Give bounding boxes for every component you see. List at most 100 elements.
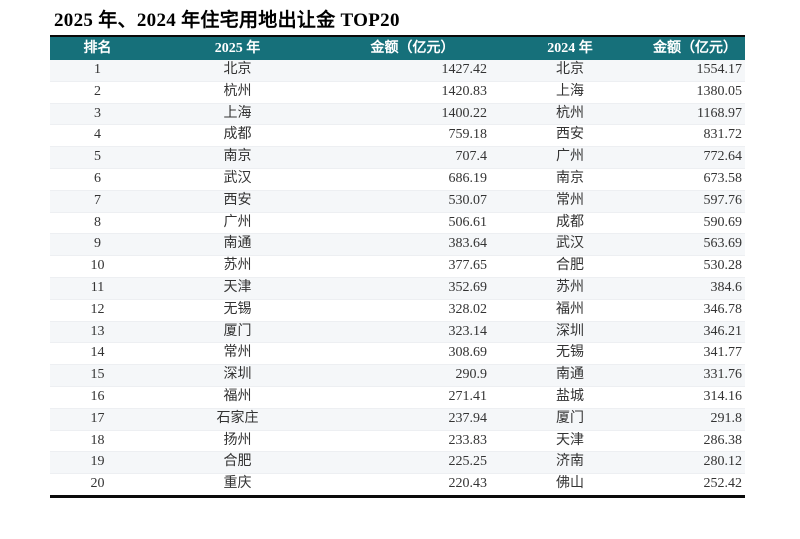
table-row: 13 厦门 323.14 深圳 346.21	[50, 321, 745, 344]
rank-cell: 18	[50, 430, 145, 453]
city-2024-cell: 苏州	[495, 277, 645, 300]
city-2025-cell: 广州	[145, 212, 330, 235]
amount-2025-cell: 328.02	[330, 299, 495, 322]
city-2024-cell: 上海	[495, 81, 645, 104]
amount-2025-cell: 323.14	[330, 321, 495, 344]
table-row: 9 南通 383.64 武汉 563.69	[50, 233, 745, 257]
city-2025-cell: 福州	[145, 386, 330, 409]
amount-2025-cell: 1400.22	[330, 103, 495, 126]
rank-cell: 7	[50, 190, 145, 213]
city-2024-cell: 北京	[495, 60, 645, 82]
rank-cell: 4	[50, 124, 145, 148]
amount-2024-cell: 280.12	[645, 451, 745, 475]
table-row: 16 福州 271.41 盐城 314.16	[50, 386, 745, 409]
amount-2024-cell: 384.6	[645, 277, 745, 300]
table-row: 6 武汉 686.19 南京 673.58	[50, 168, 745, 191]
land-transfer-table: 排名 2025 年 金额（亿元） 2024 年 金额（亿元） 1 北京 1427.4…	[50, 35, 745, 498]
city-2025-cell: 天津	[145, 277, 330, 300]
table-row: 4 成都 759.18 西安 831.72	[50, 124, 745, 148]
city-2024-cell: 无锡	[495, 342, 645, 366]
city-2024-cell: 合肥	[495, 255, 645, 278]
amount-2025-cell: 290.9	[330, 364, 495, 387]
city-2025-cell: 重庆	[145, 473, 330, 497]
rank-cell: 14	[50, 342, 145, 366]
rank-cell: 8	[50, 212, 145, 235]
rank-cell: 13	[50, 321, 145, 344]
header-amount-2025: 金额（亿元）	[330, 36, 495, 60]
city-2025-cell: 扬州	[145, 430, 330, 453]
rank-cell: 2	[50, 81, 145, 104]
amount-2025-cell: 506.61	[330, 212, 495, 235]
amount-2024-cell: 590.69	[645, 212, 745, 235]
amount-2025-cell: 233.83	[330, 430, 495, 453]
amount-2025-cell: 686.19	[330, 168, 495, 191]
amount-2025-cell: 225.25	[330, 451, 495, 475]
amount-2024-cell: 831.72	[645, 124, 745, 148]
rank-cell: 16	[50, 386, 145, 409]
city-2024-cell: 武汉	[495, 233, 645, 257]
city-2024-cell: 常州	[495, 190, 645, 213]
amount-2025-cell: 1420.83	[330, 81, 495, 104]
rank-cell: 15	[50, 364, 145, 387]
table-row: 11 天津 352.69 苏州 384.6	[50, 277, 745, 300]
city-2025-cell: 无锡	[145, 299, 330, 322]
amount-2024-cell: 1554.17	[645, 60, 745, 82]
amount-2024-cell: 1380.05	[645, 81, 745, 104]
table-body: 1 北京 1427.42 北京 1554.17 2 杭州 1420.83 上海 1380.05 3 上…	[50, 60, 745, 497]
amount-2024-cell: 341.77	[645, 342, 745, 366]
table-header: 排名 2025 年 金额（亿元） 2024 年 金额（亿元）	[50, 36, 745, 60]
city-2024-cell: 深圳	[495, 321, 645, 344]
city-2024-cell: 济南	[495, 451, 645, 475]
amount-2025-cell: 759.18	[330, 124, 495, 148]
city-2025-cell: 合肥	[145, 451, 330, 475]
city-2024-cell: 成都	[495, 212, 645, 235]
city-2025-cell: 深圳	[145, 364, 330, 387]
amount-2025-cell: 707.4	[330, 146, 495, 169]
amount-2024-cell: 252.42	[645, 473, 745, 497]
page-title: 2025 年、2024 年住宅用地出让金 TOP20	[54, 10, 400, 31]
table-row: 2 杭州 1420.83 上海 1380.05	[50, 81, 745, 104]
city-2025-cell: 南京	[145, 146, 330, 169]
header-amount-2024: 金额（亿元）	[645, 36, 745, 60]
city-2025-cell: 北京	[145, 60, 330, 82]
rank-cell: 9	[50, 233, 145, 257]
header-row: 排名 2025 年 金额（亿元） 2024 年 金额（亿元）	[50, 36, 745, 60]
rank-cell: 1	[50, 60, 145, 82]
city-2024-cell: 杭州	[495, 103, 645, 126]
rank-cell: 5	[50, 146, 145, 169]
rank-cell: 19	[50, 451, 145, 475]
amount-2024-cell: 597.76	[645, 190, 745, 213]
city-2025-cell: 苏州	[145, 255, 330, 278]
city-2024-cell: 厦门	[495, 408, 645, 431]
amount-2024-cell: 530.28	[645, 255, 745, 278]
city-2024-cell: 天津	[495, 430, 645, 453]
amount-2024-cell: 772.64	[645, 146, 745, 169]
amount-2025-cell: 308.69	[330, 342, 495, 366]
header-year-2025: 2025 年	[145, 36, 330, 60]
city-2024-cell: 佛山	[495, 473, 645, 497]
amount-2024-cell: 286.38	[645, 430, 745, 453]
amount-2024-cell: 346.21	[645, 321, 745, 344]
table-row: 19 合肥 225.25 济南 280.12	[50, 451, 745, 475]
amount-2024-cell: 673.58	[645, 168, 745, 191]
city-2024-cell: 盐城	[495, 386, 645, 409]
amount-2024-cell: 346.78	[645, 299, 745, 322]
city-2024-cell: 南通	[495, 364, 645, 387]
amount-2025-cell: 237.94	[330, 408, 495, 431]
amount-2024-cell: 314.16	[645, 386, 745, 409]
table-row: 5 南京 707.4 广州 772.64	[50, 146, 745, 169]
amount-2024-cell: 331.76	[645, 364, 745, 387]
amount-2025-cell: 352.69	[330, 277, 495, 300]
city-2025-cell: 上海	[145, 103, 330, 126]
amount-2025-cell: 383.64	[330, 233, 495, 257]
rank-cell: 12	[50, 299, 145, 322]
table-row: 15 深圳 290.9 南通 331.76	[50, 364, 745, 387]
amount-2025-cell: 530.07	[330, 190, 495, 213]
city-2024-cell: 西安	[495, 124, 645, 148]
table-row: 20 重庆 220.43 佛山 252.42	[50, 473, 745, 497]
amount-2025-cell: 220.43	[330, 473, 495, 497]
rank-cell: 10	[50, 255, 145, 278]
amount-2024-cell: 563.69	[645, 233, 745, 257]
city-2024-cell: 南京	[495, 168, 645, 191]
city-2024-cell: 广州	[495, 146, 645, 169]
